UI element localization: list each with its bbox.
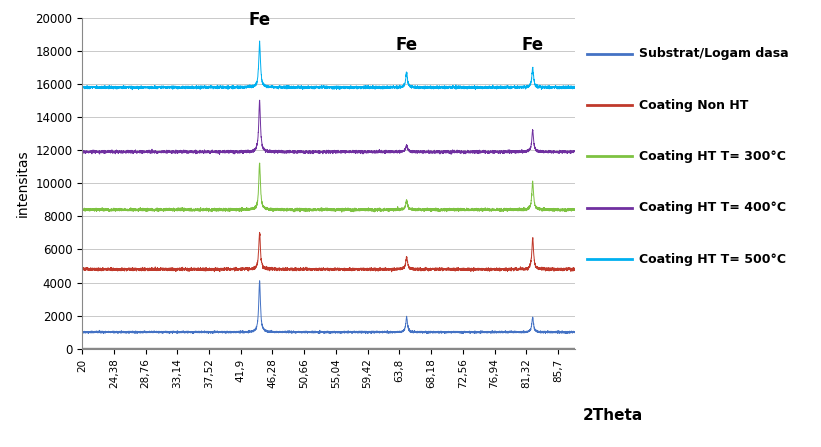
- Coating Non HT: [197, 267, 207, 273]
- Line: Coating Non HT: Coating Non HT: [82, 232, 575, 272]
- Coating HT T= 500°C: [566, 86, 576, 91]
- Line: Coating HT T= 500°C: Coating HT T= 500°C: [82, 41, 575, 90]
- Line: Coating HT T= 300°C: Coating HT T= 300°C: [82, 163, 575, 212]
- Substrat/Logam dasa: [195, 329, 204, 334]
- Coating HT T= 500°C: [127, 87, 137, 93]
- Coating HT T= 400°C: [214, 152, 224, 157]
- Text: Coating Non HT: Coating Non HT: [639, 98, 748, 112]
- Substrat/Logam dasa: [570, 330, 580, 335]
- Text: Coating HT T= 300°C: Coating HT T= 300°C: [639, 150, 786, 163]
- Line: Coating HT T= 400°C: Coating HT T= 400°C: [82, 100, 575, 154]
- Coating HT T= 500°C: [77, 85, 87, 90]
- Bar: [82, 348, 575, 360]
- Coating HT T= 400°C: [566, 151, 576, 156]
- Coating HT T= 500°C: [570, 85, 580, 90]
- Coating HT T= 400°C: [191, 148, 201, 153]
- Text: Coating HT T= 400°C: Coating HT T= 400°C: [639, 201, 786, 215]
- Coating HT T= 500°C: [195, 84, 204, 89]
- Coating HT T= 500°C: [263, 83, 273, 89]
- Text: Fe: Fe: [521, 36, 544, 54]
- Coating HT T= 400°C: [77, 149, 87, 154]
- Coating HT T= 400°C: [255, 97, 264, 103]
- Coating Non HT: [263, 266, 273, 271]
- Text: Fe: Fe: [249, 12, 271, 30]
- Coating HT T= 300°C: [191, 208, 201, 213]
- Text: 2Theta: 2Theta: [583, 408, 643, 423]
- Coating HT T= 400°C: [195, 149, 204, 155]
- Coating Non HT: [566, 269, 576, 274]
- Coating HT T= 400°C: [570, 149, 580, 154]
- Coating HT T= 500°C: [191, 84, 201, 89]
- Substrat/Logam dasa: [566, 329, 576, 334]
- Coating HT T= 500°C: [255, 38, 264, 44]
- Coating HT T= 300°C: [77, 206, 87, 211]
- Y-axis label: intensitas: intensitas: [16, 149, 30, 217]
- Coating HT T= 300°C: [255, 160, 264, 166]
- Coating HT T= 300°C: [298, 207, 308, 213]
- Substrat/Logam dasa: [191, 329, 201, 335]
- Coating Non HT: [570, 267, 580, 273]
- Coating HT T= 300°C: [263, 206, 273, 211]
- Substrat/Logam dasa: [255, 278, 264, 283]
- Coating Non HT: [298, 266, 308, 272]
- Substrat/Logam dasa: [298, 330, 308, 335]
- Text: Substrat/Logam dasa: Substrat/Logam dasa: [639, 47, 788, 60]
- Coating HT T= 300°C: [566, 207, 576, 212]
- Coating Non HT: [195, 266, 204, 272]
- Coating HT T= 500°C: [197, 85, 207, 90]
- Substrat/Logam dasa: [197, 329, 207, 335]
- Text: Fe: Fe: [396, 36, 418, 54]
- Coating HT T= 400°C: [298, 149, 308, 154]
- Coating HT T= 300°C: [195, 207, 204, 212]
- Coating HT T= 400°C: [197, 150, 207, 155]
- Line: Substrat/Logam dasa: Substrat/Logam dasa: [82, 281, 575, 333]
- Substrat/Logam dasa: [263, 329, 273, 334]
- Coating HT T= 300°C: [337, 210, 346, 215]
- Substrat/Logam dasa: [77, 329, 87, 334]
- Coating Non HT: [77, 267, 87, 273]
- Coating Non HT: [387, 269, 397, 274]
- Coating HT T= 300°C: [197, 207, 207, 213]
- Text: Coating HT T= 500°C: Coating HT T= 500°C: [639, 253, 786, 266]
- Coating Non HT: [191, 267, 201, 272]
- Coating HT T= 500°C: [298, 84, 308, 90]
- Coating HT T= 300°C: [570, 207, 580, 212]
- Coating Non HT: [255, 230, 264, 235]
- Substrat/Logam dasa: [99, 331, 108, 336]
- Coating HT T= 400°C: [263, 150, 273, 155]
